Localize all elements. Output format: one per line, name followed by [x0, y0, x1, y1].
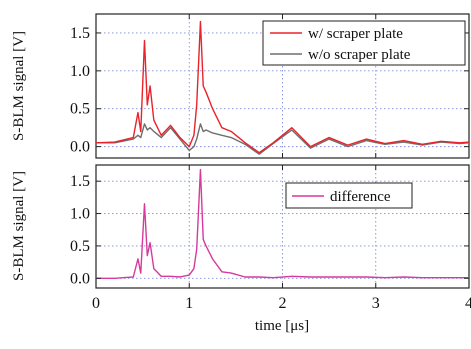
- y-tick-label: 0.0: [70, 139, 90, 156]
- top-legend-box: [262, 20, 466, 66]
- legend-label-difference: difference: [330, 189, 391, 205]
- bottom-y-axis-label: S-BLM signal [V]: [11, 171, 27, 281]
- bottom-x-ticks: 0 1 2 3 4: [92, 165, 471, 312]
- x-tick-label: 1: [185, 295, 193, 312]
- bottom-series-lines: [96, 168, 469, 279]
- series-line-without-scraper: [96, 123, 470, 155]
- y-tick-label: 0.0: [70, 270, 90, 287]
- bottom-panel: 0.0 0.5 1.0 1.5 0 1 2 3 4 difference: [70, 164, 471, 312]
- x-tick-label: 3: [372, 295, 380, 312]
- legend-label-with-scraper: w/ scraper plate: [308, 26, 403, 42]
- top-panel: 0.0 0.5 1.0 1.5 w/ scraper plate w/o scrape…: [70, 13, 470, 159]
- series-line-with-scraper: [95, 20, 470, 154]
- series-line-difference: [96, 168, 469, 279]
- legend-label-without-scraper: w/o scraper plate: [308, 47, 411, 63]
- y-tick-label: 1.0: [70, 206, 90, 223]
- y-tick-label: 1.5: [70, 173, 90, 190]
- bottom-y-ticks: 0.0 0.5 1.0 1.5: [70, 173, 469, 287]
- y-tick-label: 1.0: [70, 63, 90, 80]
- top-y-ticks: 0.0 0.5 1.0 1.5: [70, 25, 469, 156]
- y-tick-label: 1.5: [70, 25, 90, 42]
- x-tick-label: 2: [279, 295, 287, 312]
- top-series-lines: [95, 20, 470, 155]
- y-tick-label: 0.5: [70, 101, 90, 118]
- bottom-legend: difference: [285, 182, 413, 209]
- x-tick-label: 0: [92, 295, 100, 312]
- top-y-axis-label: S-BLM signal [V]: [11, 31, 27, 141]
- x-axis-label: time [μs]: [255, 318, 309, 334]
- top-x-ticks: [95, 14, 470, 158]
- y-tick-label: 0.5: [70, 238, 90, 255]
- top-legend: w/ scraper plate w/o scraper plate: [262, 20, 466, 66]
- x-tick-label: 4: [465, 295, 471, 312]
